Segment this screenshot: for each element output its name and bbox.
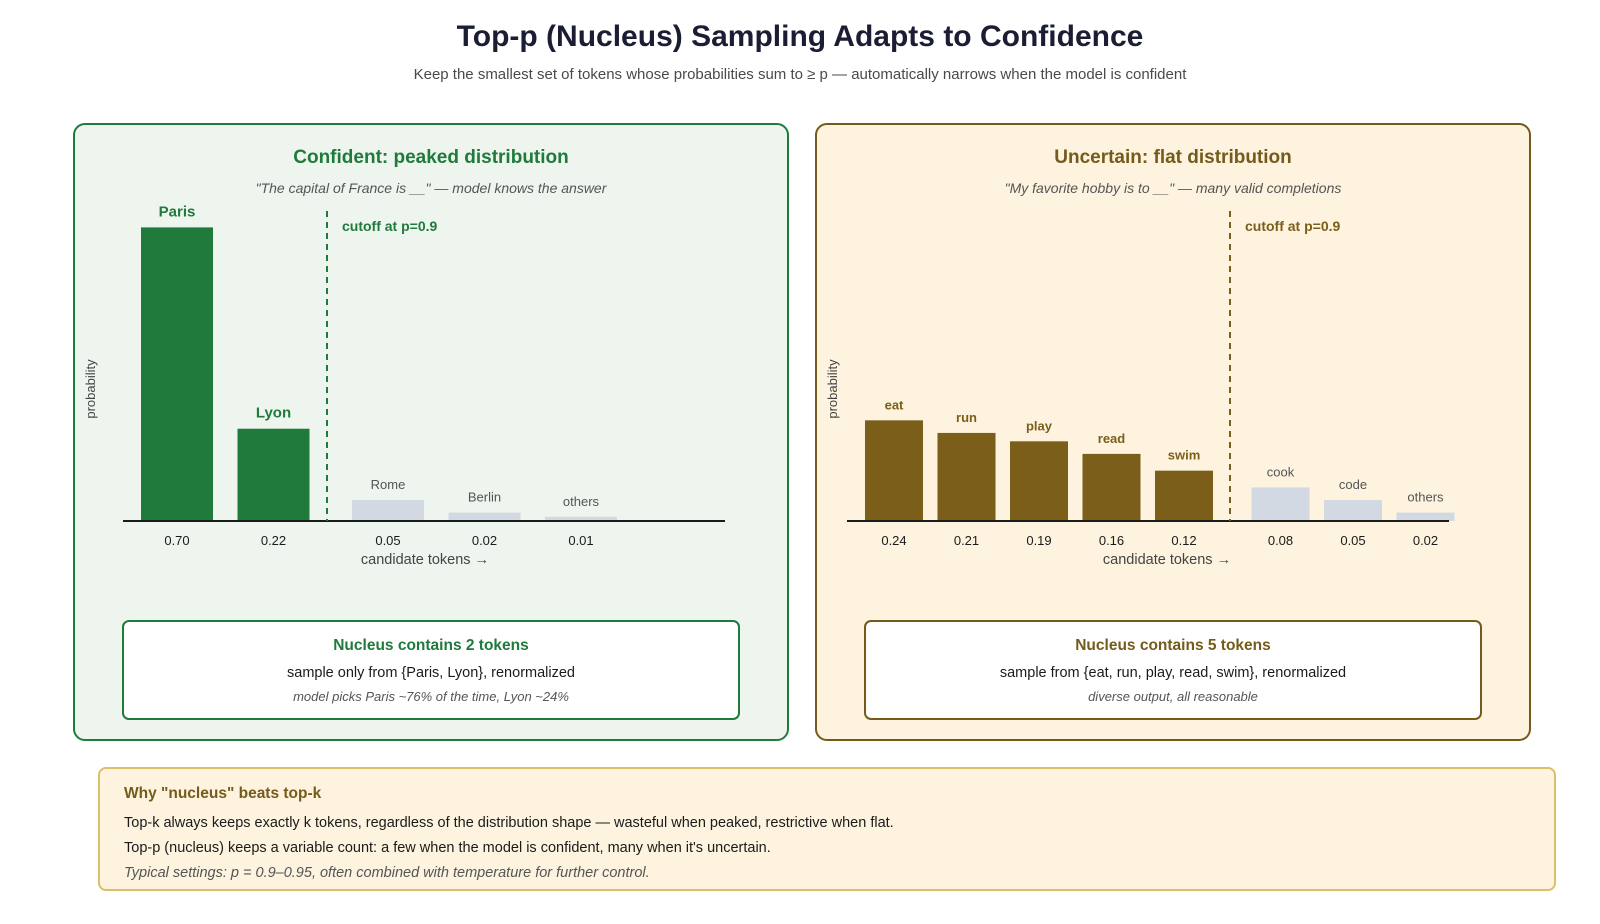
bar-run [937,432,996,521]
nucleus-description: sample only from {Paris, Lyon}, renormal… [287,665,575,681]
confident-panel: Confident: peaked distribution "The capi… [73,123,789,741]
value-label: 0.05 [1340,533,1365,548]
bar-play [1010,441,1068,521]
x-axis-label: candidate tokens → [1103,552,1231,568]
value-label: 0.21 [954,533,979,548]
token-label: cook [1267,464,1295,479]
value-label: 0.01 [568,533,593,548]
uncertain-bar-chart: eat 0.24 run 0.21 play 0.19 read 0.16 swim 0.12 co… [825,211,1455,568]
bar-others [1396,512,1455,521]
nucleus-title: Nucleus contains 5 tokens [1075,637,1271,654]
value-label: 0.24 [881,533,906,548]
nucleus-note: diverse output, all reasonable [1088,689,1258,704]
y-axis-label: probability [825,359,840,419]
token-label: play [1026,418,1053,433]
nucleus-description: sample from {eat, run, play, read, swim}… [999,665,1347,681]
panel-prompt: "The capital of France is __" — model kn… [255,180,607,196]
bar-others [545,516,617,521]
cutoff-label: cutoff at p=0.9 [1245,218,1341,234]
panel-title: Confident: peaked distribution [293,147,569,168]
bar-lyon [237,428,310,521]
nucleus-summary-box: Nucleus contains 5 tokens sample from {e… [864,620,1482,720]
why-topp-line: Top-p (nucleus) keeps a variable count: … [124,840,771,856]
value-label: 0.16 [1099,533,1124,548]
token-label: swim [1168,448,1201,463]
nucleus-note: model picks Paris ~76% of the time, Lyon… [293,689,569,704]
token-label: run [956,410,977,425]
token-label: others [563,494,600,509]
uncertain-panel: Uncertain: flat distribution "My favorit… [815,123,1531,741]
page-title: Top-p (Nucleus) Sampling Adapts to Confi… [456,20,1144,53]
value-label: 0.22 [261,533,286,548]
why-topk-line: Top-k always keeps exactly k tokens, reg… [124,815,894,831]
bar-code [1324,500,1382,521]
value-label: 0.02 [472,533,497,548]
value-label: 0.12 [1171,533,1196,548]
why-title: Why "nucleus" beats top-k [124,785,322,802]
panel-title: Uncertain: flat distribution [1054,147,1292,168]
x-axis-label: candidate tokens → [361,552,489,568]
token-label: read [1098,431,1126,446]
value-label: 0.70 [164,533,189,548]
value-label: 0.08 [1268,533,1293,548]
bar-eat [865,420,923,521]
token-label: others [1407,490,1444,505]
token-label: code [1339,477,1367,492]
bar-rome [352,500,424,521]
confident-bar-chart: Paris 0.70 Lyon 0.22 Rome 0.05 Berlin 0.02 other… [83,203,725,568]
token-label: Berlin [468,490,501,505]
bar-paris [141,227,213,521]
why-nucleus-callout: Why "nucleus" beats top-k Top-k always k… [98,767,1556,891]
why-typical-settings: Typical settings: p = 0.9–0.95, often co… [124,865,650,881]
bar-read [1082,453,1141,521]
panel-prompt: "My favorite hobby is to __" — many vali… [1004,180,1342,196]
bar-cook [1251,487,1310,521]
nucleus-title: Nucleus contains 2 tokens [333,637,529,654]
token-label: Lyon [256,405,291,422]
cutoff-label: cutoff at p=0.9 [342,218,438,234]
value-label: 0.05 [375,533,400,548]
y-axis-label: probability [83,359,98,419]
page-subtitle: Keep the smallest set of tokens whose pr… [413,66,1187,83]
token-label: Rome [371,477,406,492]
value-label: 0.19 [1026,533,1051,548]
nucleus-summary-box: Nucleus contains 2 tokens sample only fr… [122,620,740,720]
value-label: 0.02 [1413,533,1438,548]
token-label: Paris [159,203,196,220]
bar-berlin [448,512,521,521]
bar-swim [1155,470,1213,521]
token-label: eat [885,397,904,412]
